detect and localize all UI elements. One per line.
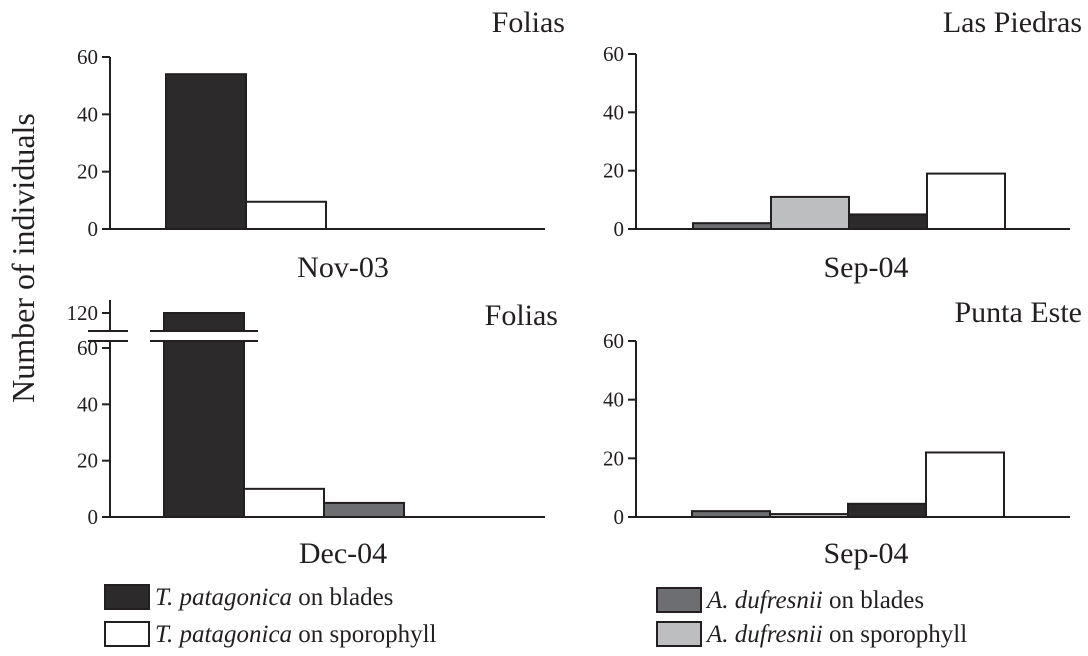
y-tick-label: 120: [67, 301, 99, 325]
legend-swatch: [656, 621, 702, 647]
y-tick-label: 0: [88, 505, 99, 529]
x-category-label: Sep-04: [824, 251, 909, 284]
y-tick-label: 20: [603, 446, 624, 470]
legend-swatch: [104, 584, 150, 610]
panel-1: 0 20 40 60 Folias Nov-03: [77, 6, 565, 284]
legend-label: T. patagonica on blades: [155, 584, 393, 611]
bar: [926, 172, 1006, 230]
panel-title: Folias: [485, 299, 558, 332]
y-tick-label: 40: [603, 100, 624, 124]
legend-suffix: on sporophyll: [823, 621, 968, 648]
x-category-label: Nov-03: [297, 251, 389, 284]
x-category-label: Dec-04: [299, 537, 387, 570]
y-axis-label: Number of individuals: [5, 113, 41, 403]
bar: [691, 510, 771, 518]
legend-item: A. dufresnii on sporophyll: [656, 621, 967, 648]
legend-item: T. patagonica on sporophyll: [104, 621, 437, 648]
y-tick-label: 0: [614, 217, 625, 241]
panel-title: Las Piedras: [943, 6, 1082, 39]
x-category-label: Sep-04: [824, 537, 909, 570]
legend-label: A. dufresnii on blades: [705, 587, 924, 614]
legend-label: T. patagonica on sporophyll: [155, 621, 437, 648]
axis-break-gap: [88, 331, 128, 341]
y-tick-label: 40: [77, 102, 98, 126]
y-tick-label: 20: [603, 159, 624, 183]
bar: [692, 222, 772, 231]
legend-suffix: on blades: [823, 587, 924, 614]
legend-label: A. dufresnii on sporophyll: [705, 621, 967, 648]
legend-species: A. dufresnii: [705, 587, 823, 614]
legend-item: T. patagonica on blades: [104, 584, 393, 611]
panel-2: 0 20 40 60 Las Piedras Sep-04: [603, 6, 1082, 284]
bar: [770, 195, 850, 231]
legend-swatch: [656, 587, 702, 613]
bar: [163, 312, 245, 518]
legend-item: A. dufresnii on blades: [656, 587, 924, 614]
y-tick-label: 40: [603, 388, 624, 412]
bar: [847, 502, 927, 518]
bar: [769, 513, 849, 518]
y-tick-label: 0: [88, 217, 99, 241]
y-tick-label: 60: [603, 42, 624, 66]
legend-suffix: on blades: [292, 584, 393, 611]
bar: [925, 451, 1005, 519]
bar: [323, 501, 405, 518]
bar-break-gap: [148, 331, 260, 341]
bar: [165, 73, 247, 230]
bar: [243, 487, 325, 519]
bar: [848, 213, 928, 231]
y-tick-label: 60: [603, 329, 624, 353]
bar: [245, 200, 327, 230]
legend-species: A. dufresnii: [705, 621, 823, 648]
legend-swatch: [104, 621, 150, 647]
legend-species: T. patagonica: [155, 621, 292, 648]
y-tick-label: 20: [77, 160, 98, 184]
panel-4: 0 20 40 60 Punta Este Sep-04: [603, 296, 1082, 570]
y-tick-label: 40: [77, 392, 98, 416]
y-tick-label: 0: [614, 505, 625, 529]
panel-title: Punta Este: [955, 296, 1083, 329]
y-tick-label: 20: [77, 449, 98, 473]
legend-suffix: on sporophyll: [292, 621, 437, 648]
legend-species: T. patagonica: [155, 584, 292, 611]
panel-title: Folias: [492, 6, 565, 39]
y-tick-label: 60: [77, 45, 98, 69]
